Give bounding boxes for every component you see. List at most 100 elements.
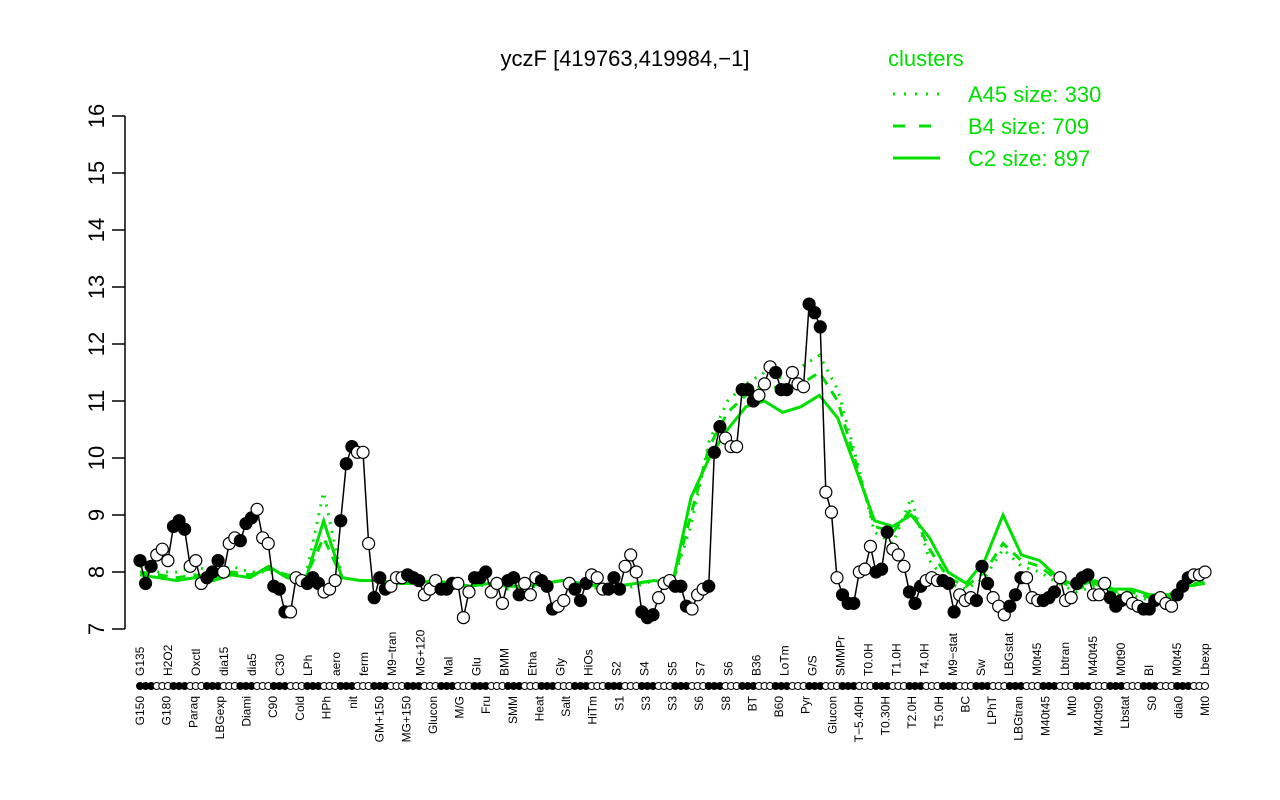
x-label-bottom: Lbstat <box>1118 695 1132 728</box>
x-label-top: S5 <box>666 661 680 676</box>
data-point <box>612 582 627 596</box>
data-point <box>456 610 471 625</box>
data-point <box>874 562 889 576</box>
legend-label-b4: B4 size: 709 <box>968 114 1089 139</box>
data-point <box>590 571 604 585</box>
data-point <box>752 388 766 402</box>
data-point <box>412 573 426 588</box>
data-point <box>523 588 537 602</box>
data-point <box>651 591 666 605</box>
data-point <box>1019 571 1034 585</box>
x-label-bottom: Cold <box>293 696 307 721</box>
x-label-bottom: Heat <box>532 695 546 721</box>
x-label-bottom: LBGexp <box>213 696 227 740</box>
x-label-top: M9−stat <box>946 632 960 676</box>
expression-series <box>133 297 1212 625</box>
x-label-top: BMM <box>497 648 511 676</box>
x-label-top: G135 <box>133 646 147 676</box>
x-label-bottom: HiTm <box>586 696 600 725</box>
data-point <box>1008 588 1023 602</box>
data-point <box>451 576 465 591</box>
x-label-top: B36 <box>750 654 764 676</box>
data-point <box>568 582 582 596</box>
x-label-top: dia5 <box>245 653 259 676</box>
x-labels: G135 H2O2 Oxctl dia15 dia5 C30 LPh aero ferm M9−t… <box>133 629 1212 742</box>
data-point <box>506 571 521 585</box>
data-point <box>479 565 493 579</box>
data-point <box>808 306 822 320</box>
x-label-top: M0t45 <box>1170 642 1184 676</box>
x-label-bottom: LPhT <box>985 695 999 724</box>
x-label-bottom: Glucon <box>426 696 440 734</box>
x-label-top: M9−tran <box>385 632 399 676</box>
legend: clusters A45 size: 330 B4 size: 709 C2 s… <box>888 46 1101 171</box>
data-point <box>161 553 175 568</box>
data-point <box>490 576 504 591</box>
y-tick-label: 12 <box>84 332 109 356</box>
y-tick-label: 14 <box>84 218 109 242</box>
x-label-bottom: Mt0 <box>1065 696 1079 716</box>
x-label-top: ferm <box>357 652 371 676</box>
x-label-top: G/S <box>806 655 820 676</box>
data-point <box>205 565 220 579</box>
x-label-top: T0.0H <box>862 643 876 676</box>
data-point <box>858 562 872 576</box>
x-label-top: S7 <box>694 661 708 676</box>
y-tick-label: 11 <box>84 390 109 413</box>
cluster-line-solid <box>139 393 1206 597</box>
data-point <box>813 320 827 334</box>
x-label-bottom: HPh <box>319 696 333 719</box>
data-point <box>573 593 588 608</box>
legend-title: clusters <box>888 46 964 71</box>
x-label-bottom: dia0 <box>1171 696 1185 719</box>
x-label-top: T1.0H <box>890 643 904 676</box>
x-label-bottom: S3 <box>666 696 680 711</box>
data-point <box>702 579 716 593</box>
y-tick-label: 15 <box>84 161 109 185</box>
data-point <box>969 593 983 608</box>
x-label-bottom: S3 <box>639 696 653 711</box>
data-point <box>1003 599 1017 613</box>
x-label-bottom: Mt0 <box>1198 696 1212 716</box>
data-point <box>1098 576 1112 591</box>
data-point <box>367 591 381 605</box>
data-point <box>1064 591 1078 605</box>
data-point <box>1164 599 1179 613</box>
x-label-bottom: Salt <box>559 695 573 716</box>
x-label-bottom: G180 <box>160 696 174 726</box>
x-label-bottom: T−5.40H <box>852 696 866 742</box>
legend-label-a45: A45 size: 330 <box>968 82 1101 107</box>
x-label-bottom: S8 <box>719 696 733 711</box>
x-label-top: Sw <box>974 659 988 676</box>
x-label-top: Oxctl <box>189 649 203 676</box>
x-label-top: BI <box>1142 665 1156 676</box>
data-point <box>674 579 688 593</box>
data-point <box>217 565 231 579</box>
x-label-top: M0t45 <box>1030 642 1044 676</box>
cluster-lines <box>139 353 1206 602</box>
data-point <box>518 576 532 591</box>
data-point <box>1092 588 1106 602</box>
legend-label-c2: C2 size: 897 <box>968 146 1090 171</box>
x-label-bottom: Diami <box>240 696 254 727</box>
x-label-bottom: T5.0H <box>932 696 946 729</box>
x-label-top: aero <box>329 652 343 676</box>
data-point <box>847 596 861 610</box>
data-point <box>741 383 755 397</box>
x-label-top: Gly <box>553 658 567 676</box>
x-label-bottom: B60 <box>772 696 786 718</box>
data-point <box>819 485 833 499</box>
data-point <box>144 559 158 573</box>
data-point <box>1053 571 1067 585</box>
data-point <box>557 593 571 608</box>
x-label-bottom: S6 <box>692 696 706 711</box>
data-point <box>757 377 772 391</box>
x-label-top: T4.0H <box>918 643 932 676</box>
data-point <box>133 553 147 568</box>
data-point <box>897 559 911 573</box>
x-label-top: HiOs <box>581 649 595 676</box>
data-point <box>261 536 275 551</box>
data-point <box>607 571 621 585</box>
data-point <box>1198 565 1212 579</box>
